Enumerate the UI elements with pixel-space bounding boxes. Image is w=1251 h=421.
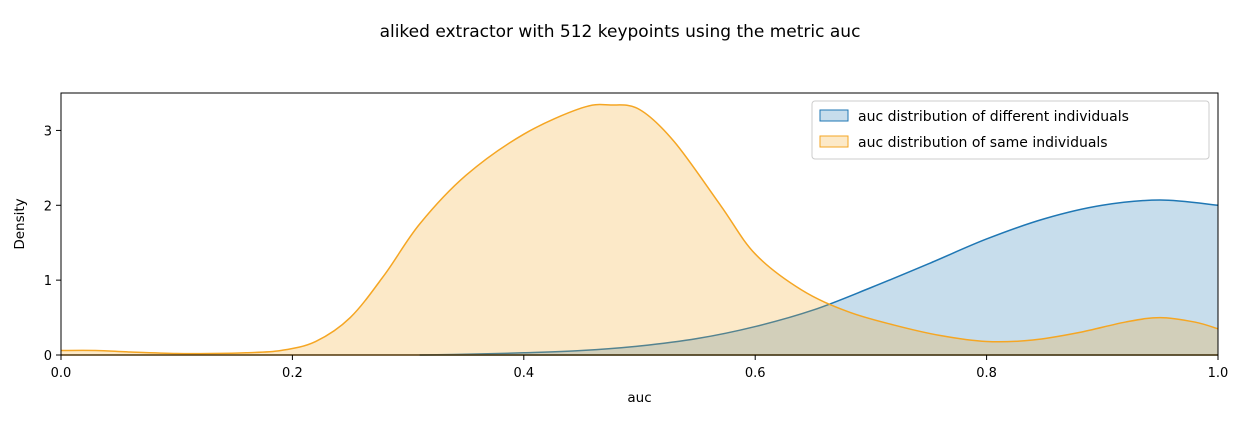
y-axis-label: Density [12, 198, 28, 249]
x-axis: 0.0 0.2 0.4 0.6 0.8 1.0 [51, 355, 1229, 381]
line-same [60, 103, 1219, 355]
x-tick-label: 0.8 [976, 366, 997, 381]
y-tick-label: 1 [44, 274, 52, 289]
y-tick-label: 2 [44, 199, 52, 214]
x-tick-label: 0.6 [745, 366, 766, 381]
legend-label-different: auc distribution of different individual… [858, 109, 1129, 125]
legend-swatch-same [819, 135, 849, 148]
y-tick-label: 3 [44, 124, 52, 139]
y-tick-label: 0 [44, 349, 52, 364]
plot-frame [60, 92, 1219, 356]
legend-box [811, 100, 1210, 160]
legend-label-same: auc distribution of same individuals [858, 135, 1108, 151]
x-tick-label: 1.0 [1208, 366, 1229, 381]
line-different [419, 199, 1219, 356]
legend-swatch-different [819, 109, 849, 122]
x-tick-label: 0.4 [513, 366, 534, 381]
area-different [419, 200, 1218, 355]
x-tick-label: 0.2 [282, 366, 303, 381]
x-axis-label: auc [627, 390, 651, 406]
area-same [61, 104, 1218, 356]
x-tick-label: 0.0 [51, 366, 72, 381]
chart-title: aliked extractor with 512 keypoints usin… [380, 22, 861, 42]
y-axis: 0 1 2 3 [44, 124, 61, 364]
legend: auc distribution of different individual… [811, 100, 1210, 160]
